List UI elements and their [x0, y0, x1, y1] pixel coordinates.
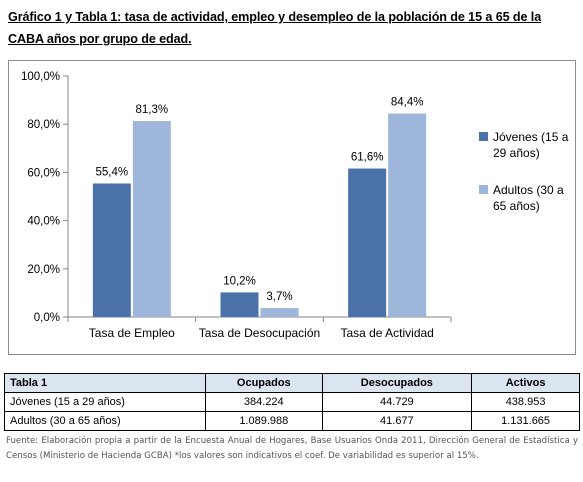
- bar: [348, 168, 387, 317]
- column-header-activos: Activos: [471, 373, 580, 393]
- column-header-desocupados: Desocupados: [321, 373, 473, 393]
- table-cell: 384.224: [205, 392, 323, 412]
- legend-label: Jóvenes (15 a 29 años): [493, 130, 569, 160]
- table-header-row: Tabla 1 Ocupados Desocupados Activos: [4, 373, 580, 393]
- table-caption: Tabla 1: [4, 373, 206, 393]
- x-tick-label: Tasa de Desocupación: [199, 326, 320, 340]
- table-cell: 1.089.988: [205, 411, 323, 431]
- data-label: 3,7%: [266, 291, 292, 303]
- data-label: 61,6%: [351, 152, 384, 164]
- source-note: Fuente: Elaboración propia a partir de l…: [6, 436, 578, 461]
- x-tick-label: Tasa de Empleo: [89, 326, 175, 340]
- data-label: 55,4%: [96, 166, 129, 178]
- table-cell: 1.131.665: [471, 411, 580, 431]
- y-tick-label: 0,0%: [34, 312, 60, 324]
- row-label: Adultos (30 a 65 años): [4, 411, 206, 431]
- x-tick-label: Tasa de Actividad: [340, 326, 433, 340]
- table-cell: 41.677: [321, 411, 473, 431]
- column-header-ocupados: Ocupados: [205, 373, 323, 393]
- y-tick-label: 40,0%: [27, 216, 60, 228]
- y-tick-label: 20,0%: [27, 264, 60, 276]
- chart-area: 0,0% 20,0% 40,0% 60,0% 80,0% 100,0% Tasa de Em…: [8, 60, 576, 355]
- legend-label: Adultos (30 a 65 años): [493, 183, 564, 213]
- bar-chart: 0,0% 20,0% 40,0% 60,0% 80,0% 100,0% Tasa de Em…: [21, 71, 569, 340]
- table-row: Adultos (30 a 65 años) 1.089.988 41.677 …: [4, 411, 580, 431]
- data-label: 84,4%: [391, 97, 424, 109]
- data-label: 81,3%: [136, 104, 169, 116]
- row-label: Jóvenes (15 a 29 años): [4, 392, 206, 412]
- table-cell: 438.953: [471, 392, 580, 412]
- data-table: Tabla 1 Ocupados Desocupados Activos Jóv…: [4, 373, 580, 431]
- legend-swatch: [479, 185, 488, 194]
- table-row: Jóvenes (15 a 29 años) 384.224 44.729 43…: [4, 392, 580, 412]
- bar: [388, 113, 427, 317]
- y-tick-label: 60,0%: [27, 167, 60, 179]
- y-tick-label: 100,0%: [21, 71, 60, 83]
- bar: [260, 308, 299, 317]
- bar: [92, 183, 131, 317]
- chart-title: Gráfico 1 y Tabla 1: tasa de actividad, …: [8, 10, 542, 46]
- bar: [132, 121, 171, 317]
- legend-swatch: [479, 132, 488, 141]
- data-label: 10,2%: [223, 275, 256, 287]
- bar: [220, 292, 259, 317]
- table-cell: 44.729: [321, 392, 473, 412]
- y-tick-label: 80,0%: [27, 119, 60, 131]
